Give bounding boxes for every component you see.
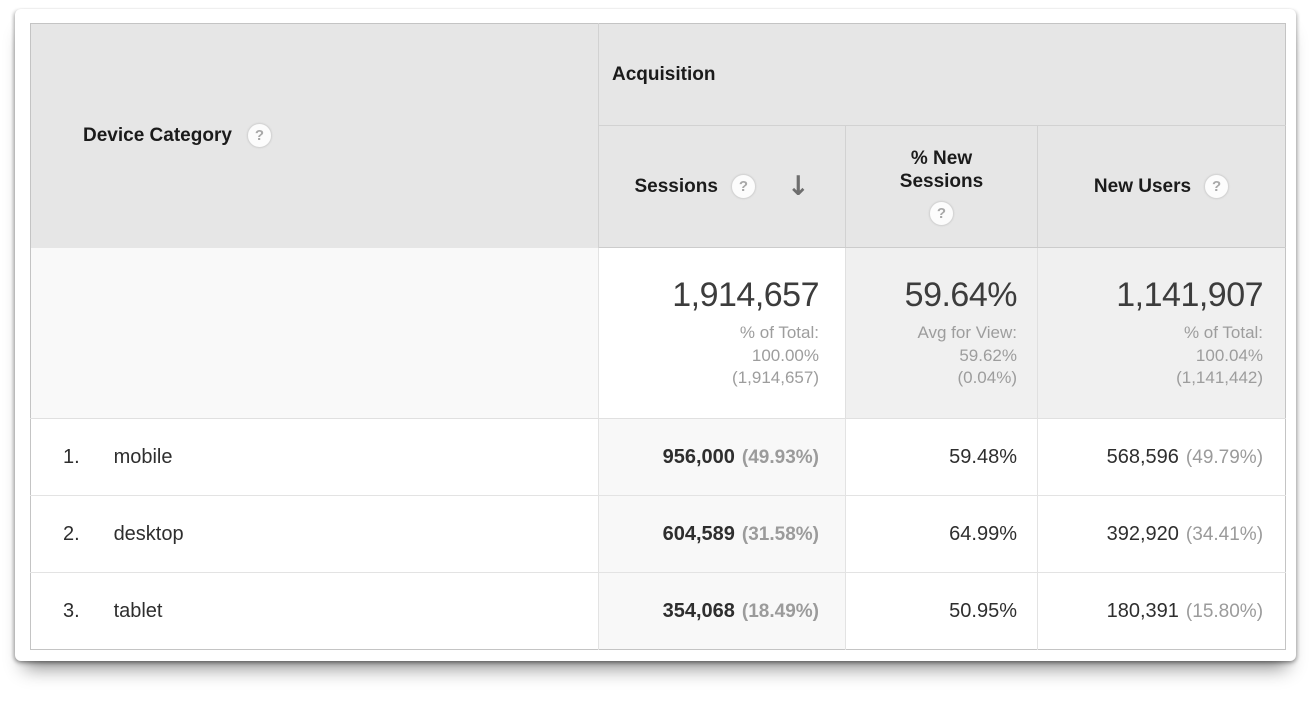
new-users-note: % of Total: — [1183, 323, 1264, 343]
dimension-header-label: Device Category — [83, 124, 232, 146]
new-users-raw: (1,141,442) — [1176, 368, 1264, 388]
sessions-value: 354,068 — [662, 599, 735, 622]
pct-new-avg: 59.62% — [959, 345, 1017, 365]
pct-new-delta: (0.04%) — [957, 368, 1017, 388]
summary-pct-new-sessions-cell: 59.64% Avg for View: 59.62% (0.04%) — [845, 247, 1038, 419]
sort-descending-icon[interactable]: ↓ — [786, 171, 810, 202]
table-row-desktop: 2. desktop 604,589 (31.58%) 64.99% 392,92… — [30, 495, 1286, 573]
group-header-acquisition: Acquisition — [598, 23, 1286, 126]
row-rank: 1. — [63, 445, 80, 468]
new-users-pct: 100.04% — [1195, 345, 1264, 365]
dimension-cell: 1. mobile — [30, 418, 599, 496]
new-users-cell: 392,920 (34.41%) — [1036, 495, 1286, 573]
summary-row: 1,914,657 % of Total: 100.00% (1,914,657… — [30, 247, 1286, 419]
sessions-header-label: Sessions — [634, 175, 718, 197]
dimension-cell: 3. tablet — [31, 573, 599, 650]
pct-new-sessions-value: 50.95% — [949, 599, 1017, 622]
new-users-value: 180,391 — [1106, 599, 1179, 622]
summary-new-users-cell: 1,141,907 % of Total: 100.04% (1,141,442… — [1036, 247, 1286, 419]
new-users-share: (15.80%) — [1185, 600, 1264, 622]
new-users-cell: 180,391 (15.80%) — [1036, 572, 1286, 650]
sessions-total: 1,914,657 — [672, 276, 819, 315]
column-header-pct-new-sessions[interactable]: % New Sessions ? — [845, 125, 1038, 248]
summary-dimension-cell — [30, 247, 599, 419]
pct-new-sessions-value: 64.99% — [949, 522, 1017, 545]
device-label-desktop[interactable]: desktop — [113, 522, 184, 545]
help-icon[interactable]: ? — [246, 123, 272, 149]
help-icon[interactable]: ? — [1204, 174, 1230, 199]
pct-new-sessions-total: 59.64% — [904, 276, 1018, 315]
device-category-table: Device Category ? Acquisition Sessions ?… — [30, 23, 1287, 650]
device-label-tablet[interactable]: tablet — [113, 599, 163, 622]
sessions-total-raw: (1,914,657) — [732, 368, 819, 388]
screenshot-frame: Device Category ? Acquisition Sessions ?… — [15, 9, 1296, 661]
pct-new-sessions-cell: 50.95% — [845, 572, 1038, 650]
column-header-sessions[interactable]: Sessions ? ↓ — [598, 125, 846, 248]
sessions-cell: 956,000 (49.93%) — [598, 418, 846, 496]
row-rank: 2. — [63, 522, 80, 545]
sessions-total-note: % of Total: — [739, 323, 819, 343]
pct-new-sessions-cell: 64.99% — [845, 495, 1038, 573]
sessions-cell: 604,589 (31.58%) — [598, 495, 846, 573]
help-icon[interactable]: ? — [929, 201, 954, 227]
sessions-share: (31.58%) — [741, 523, 819, 545]
pct-new-sessions-header-label: % New Sessions — [899, 147, 984, 192]
group-header-label: Acquisition — [612, 63, 716, 85]
summary-sessions-cell: 1,914,657 % of Total: 100.00% (1,914,657… — [598, 247, 846, 419]
sessions-value: 604,589 — [662, 522, 735, 545]
column-header-new-users[interactable]: New Users ? — [1036, 125, 1286, 248]
new-users-cell: 568,596 (49.79%) — [1036, 418, 1286, 496]
sessions-total-pct: 100.00% — [751, 345, 819, 365]
new-users-header-label: New Users — [1093, 175, 1192, 197]
dimension-column-header[interactable]: Device Category ? — [30, 23, 599, 248]
pct-new-sessions-cell: 59.48% — [845, 418, 1038, 496]
pct-new-sessions-value: 59.48% — [949, 445, 1017, 468]
new-users-share: (49.79%) — [1185, 446, 1264, 468]
table-row-tablet: 3. tablet 354,068 (18.49%) 50.95% 180,391… — [30, 572, 1286, 650]
dimension-cell: 2. desktop — [30, 495, 599, 573]
row-rank: 3. — [63, 599, 80, 622]
sessions-cell: 354,068 (18.49%) — [598, 572, 846, 650]
sessions-share: (18.49%) — [741, 600, 819, 622]
help-icon[interactable]: ? — [730, 174, 756, 199]
new-users-total: 1,141,907 — [1116, 276, 1264, 315]
pct-new-note: Avg for View: — [917, 323, 1017, 343]
device-label-mobile[interactable]: mobile — [113, 445, 173, 468]
table-row-mobile: 1. mobile 956,000 (49.93%) 59.48% 568,596… — [30, 418, 1286, 496]
sessions-share: (49.93%) — [741, 446, 819, 468]
new-users-value: 392,920 — [1106, 522, 1179, 545]
new-users-share: (34.41%) — [1185, 523, 1264, 545]
new-users-value: 568,596 — [1106, 445, 1179, 468]
sessions-value: 956,000 — [662, 445, 735, 468]
